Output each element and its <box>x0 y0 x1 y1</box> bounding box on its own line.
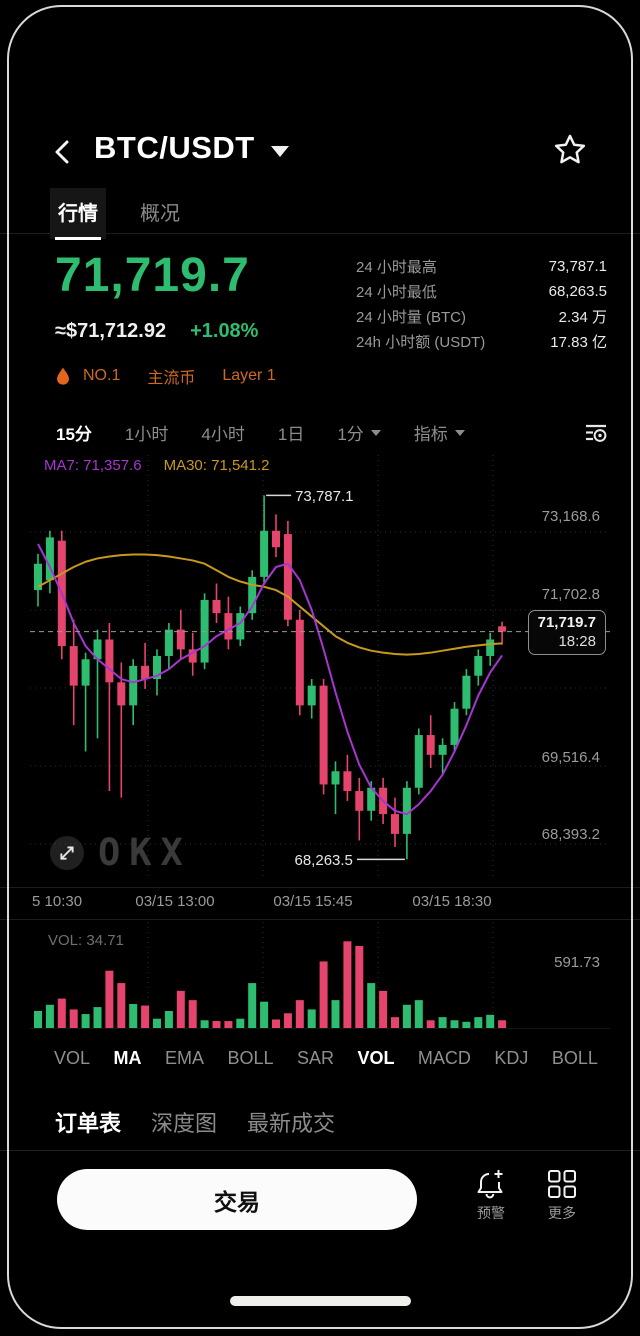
page-tabs: 行情 概况 <box>50 188 188 240</box>
svg-text:68,263.5: 68,263.5 <box>295 852 353 869</box>
stat-label: 24h 小时额 (USDT) <box>356 334 486 351</box>
x-axis-labels: 5 10:30 03/15 13:00 03/15 15:45 03/15 18:30 <box>30 891 610 917</box>
indicator-ema-2[interactable]: EMA <box>164 1047 204 1068</box>
caret-down-icon <box>370 430 381 436</box>
timeframe-1d[interactable]: 1日 <box>277 424 305 444</box>
last-price-tag: 71,719.7 18:28 <box>527 609 606 655</box>
home-indicator <box>230 1296 411 1306</box>
indicator-boll-3[interactable]: BOLL <box>227 1047 274 1068</box>
indicator-vol-0[interactable]: VOL <box>54 1047 91 1068</box>
tab-latest-trades[interactable]: 最新成交 <box>247 1111 336 1136</box>
okx-logo: OKX <box>98 831 192 874</box>
timeframe-1h[interactable]: 1小时 <box>124 424 169 444</box>
timeframe-4h[interactable]: 4小时 <box>201 424 245 444</box>
svg-text:73,787.1: 73,787.1 <box>295 488 353 505</box>
favorite-button[interactable] <box>552 132 588 168</box>
volume-canvas <box>30 922 610 1030</box>
stat-row: 24h 小时额 (USDT) 17.83 亿 <box>356 329 607 354</box>
chart-settings-button[interactable] <box>584 420 608 444</box>
timeframe-indicators[interactable]: 指标 <box>414 420 465 445</box>
tab-depth-chart[interactable]: 深度图 <box>151 1111 218 1136</box>
y-axis-label: 73,168.6 <box>541 508 600 526</box>
indicator-ma-1[interactable]: MA <box>113 1047 142 1068</box>
pair-selector[interactable]: BTC/USDT <box>94 130 289 166</box>
flame-icon <box>56 367 70 385</box>
indicator-boll-8[interactable]: BOLL <box>551 1047 598 1068</box>
indicator-sar-4[interactable]: SAR <box>296 1047 334 1068</box>
candles-canvas: 73,787.1 68,263.5 <box>30 455 610 880</box>
tab-order-book[interactable]: 订单表 <box>55 1111 122 1136</box>
fiat-price: ≈$71,712.92 <box>55 320 167 342</box>
y-axis-label: 68,393.2 <box>541 825 600 843</box>
y-axis-label: 69,516.4 <box>541 749 600 767</box>
timeframe-15m[interactable]: 15分 <box>56 424 92 444</box>
x-axis-label: 03/15 13:00 <box>135 893 215 910</box>
chart-watermark: OKX <box>50 831 192 874</box>
last-price: 71,719.7 <box>55 249 250 302</box>
trade-button[interactable]: 交易 <box>57 1169 417 1230</box>
ma-label: MA30: 71,541.2 <box>163 457 270 474</box>
volume-pane: VOL: 34.71 591.73 <box>30 922 610 1035</box>
ma-label: MA7: 71,357.6 <box>44 457 142 474</box>
tab-quotes[interactable]: 行情 <box>50 188 106 240</box>
stat-row: 24 小时最高 73,787.1 <box>356 254 607 279</box>
x-axis-label: 03/15 15:45 <box>273 893 353 910</box>
back-chevron-icon <box>55 140 69 164</box>
star-icon <box>554 134 586 164</box>
x-axis-label: 5 10:30 <box>32 893 83 910</box>
pair-title: BTC/USDT <box>94 130 255 165</box>
header: BTC/USDT <box>50 130 590 176</box>
ma-legend: MA7: 71,357.6 MA30: 71,541.2 <box>44 457 270 474</box>
x-axis-label: 03/15 18:30 <box>412 893 492 910</box>
candlestick-chart[interactable]: 73,787.1 68,263.5 MA7: 71,357.6 MA30: 71,5… <box>30 455 610 880</box>
stat-row: 24 小时量 (BTC) 2.34 万 <box>356 304 607 329</box>
stat-row: 24 小时最低 68,263.5 <box>356 279 607 304</box>
stat-value: 73,787.1 <box>548 258 607 275</box>
grid-icon <box>548 1170 576 1198</box>
expand-icon <box>60 845 74 860</box>
separator <box>0 1150 640 1151</box>
timeframe-1m-select[interactable]: 1分 <box>337 420 381 445</box>
tag-2: Layer 1 <box>222 367 276 384</box>
indicator-kdj-7[interactable]: KDJ <box>494 1047 529 1068</box>
tag-time: 18:28 <box>558 632 596 650</box>
stat-label: 24 小时最低 <box>356 284 437 301</box>
indicator-macd-6[interactable]: MACD <box>417 1047 471 1068</box>
change-percent: +1.08% <box>190 320 259 342</box>
stat-label: 24 小时最高 <box>356 259 437 276</box>
fullscreen-button[interactable] <box>50 835 84 870</box>
indicator-tabs: VOL MA EMA BOLL SAR VOL MACD KDJ BOLL <box>30 1040 610 1076</box>
chart-settings-icon <box>586 424 607 442</box>
token-tags: NO.1 主流币 Layer 1 <box>56 364 276 388</box>
tag-price: 71,719.7 <box>537 613 596 631</box>
alert-label: 预警 <box>477 1205 505 1221</box>
alert-button[interactable]: 预警 <box>460 1168 522 1223</box>
y-axis-label: 71,702.8 <box>541 585 600 603</box>
back-button[interactable] <box>50 138 76 166</box>
volume-scale-label: 591.73 <box>554 954 600 971</box>
bell-plus-icon <box>477 1170 503 1199</box>
timeframe-row: 15分 1小时 4小时 1日 1分 指标 <box>56 413 608 451</box>
tag-1: 主流币 <box>147 370 196 387</box>
tag-0: NO.1 <box>83 367 121 384</box>
stat-value: 17.83 亿 <box>550 334 607 351</box>
stat-label: 24 小时量 (BTC) <box>356 309 467 326</box>
price-subline: ≈$71,712.92 +1.08% <box>55 320 258 343</box>
separator <box>0 919 640 920</box>
stats-panel: 24 小时最高 73,787.1 24 小时最低 68,263.5 24 小时量 (BT… <box>356 254 607 354</box>
bottom-tabs: 订单表 深度图 最新成交 <box>55 1106 335 1138</box>
chevron-down-icon <box>270 145 289 157</box>
tabs-separator <box>0 233 640 234</box>
separator <box>0 887 640 888</box>
indicator-vol-5[interactable]: VOL <box>357 1047 395 1068</box>
volume-label: VOL: 34.71 <box>48 932 124 949</box>
stat-value: 2.34 万 <box>558 309 607 326</box>
more-button[interactable]: 更多 <box>531 1168 593 1223</box>
stat-value: 68,263.5 <box>548 283 607 300</box>
more-label: 更多 <box>548 1205 576 1221</box>
caret-down-icon <box>454 430 465 436</box>
tab-overview[interactable]: 概况 <box>140 203 180 225</box>
